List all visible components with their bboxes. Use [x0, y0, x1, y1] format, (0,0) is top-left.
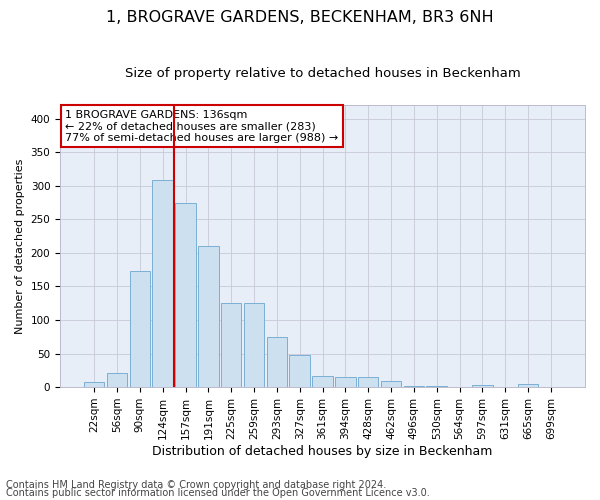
Bar — [221, 303, 241, 387]
Bar — [518, 384, 538, 387]
Text: 1 BROGRAVE GARDENS: 136sqm
← 22% of detached houses are smaller (283)
77% of sem: 1 BROGRAVE GARDENS: 136sqm ← 22% of deta… — [65, 110, 338, 142]
Bar — [175, 202, 196, 387]
Bar — [404, 386, 424, 387]
Bar — [312, 376, 333, 387]
Text: Contains public sector information licensed under the Open Government Licence v3: Contains public sector information licen… — [6, 488, 430, 498]
Title: Size of property relative to detached houses in Beckenham: Size of property relative to detached ho… — [125, 68, 520, 80]
Bar — [335, 377, 356, 387]
Bar — [472, 385, 493, 387]
Bar — [266, 338, 287, 387]
X-axis label: Distribution of detached houses by size in Beckenham: Distribution of detached houses by size … — [152, 444, 493, 458]
Bar — [244, 303, 264, 387]
Bar — [152, 180, 173, 387]
Text: Contains HM Land Registry data © Crown copyright and database right 2024.: Contains HM Land Registry data © Crown c… — [6, 480, 386, 490]
Bar — [84, 382, 104, 387]
Y-axis label: Number of detached properties: Number of detached properties — [15, 158, 25, 334]
Bar — [198, 246, 218, 387]
Bar — [289, 355, 310, 387]
Bar — [358, 377, 379, 387]
Bar — [130, 271, 150, 387]
Bar — [107, 373, 127, 387]
Text: 1, BROGRAVE GARDENS, BECKENHAM, BR3 6NH: 1, BROGRAVE GARDENS, BECKENHAM, BR3 6NH — [106, 10, 494, 25]
Bar — [381, 381, 401, 387]
Bar — [427, 386, 447, 387]
